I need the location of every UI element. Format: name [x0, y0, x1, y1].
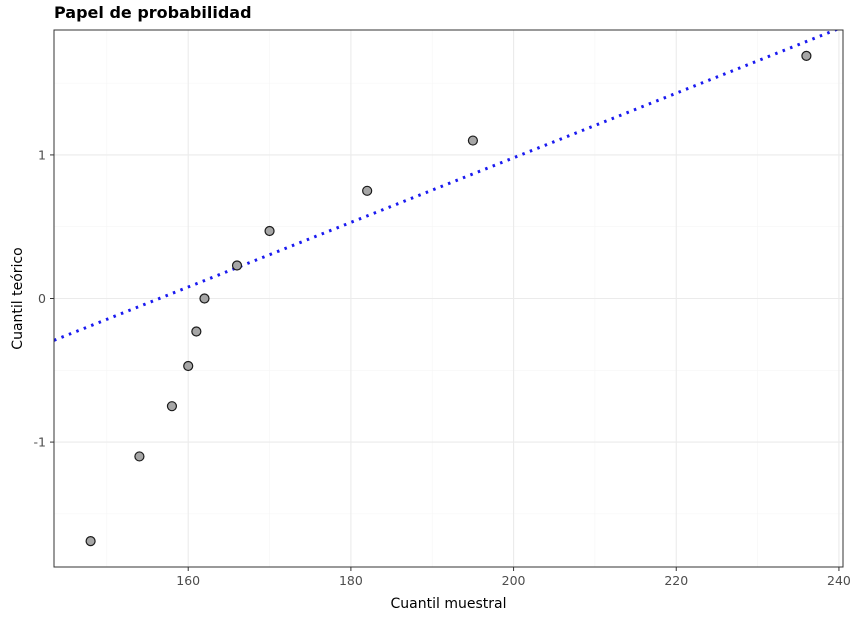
y-tick-label: 0	[38, 291, 46, 306]
x-tick-label: 180	[339, 573, 363, 588]
data-point	[191, 326, 202, 337]
data-point	[134, 451, 145, 462]
x-axis-title: Cuantil muestral	[391, 596, 507, 612]
data-point	[183, 360, 194, 372]
y-tick-label: 1	[38, 147, 46, 162]
data-point	[166, 401, 178, 412]
x-tick-label: 240	[827, 573, 851, 588]
x-tick-label: 200	[502, 573, 526, 588]
data-point	[85, 536, 96, 547]
data-point	[362, 185, 373, 196]
data-point	[264, 225, 275, 237]
reference-line	[54, 30, 840, 342]
x-axis-ticks: 160 180 200 220 240	[176, 567, 851, 588]
y-tick-label: -1	[34, 435, 46, 450]
data-points	[85, 50, 812, 547]
data-point	[467, 135, 479, 146]
grid-lines	[54, 30, 843, 567]
reference-line-group	[54, 30, 840, 342]
y-axis-ticks: -1 0 1	[34, 147, 54, 450]
x-tick-label: 220	[664, 573, 688, 588]
x-tick-label: 160	[176, 573, 200, 588]
data-point	[231, 260, 243, 271]
data-point	[199, 293, 210, 304]
y-axis-title: Cuantil teórico	[10, 247, 26, 349]
data-point	[801, 50, 812, 61]
chart-title: Papel de probabilidad	[54, 3, 252, 22]
